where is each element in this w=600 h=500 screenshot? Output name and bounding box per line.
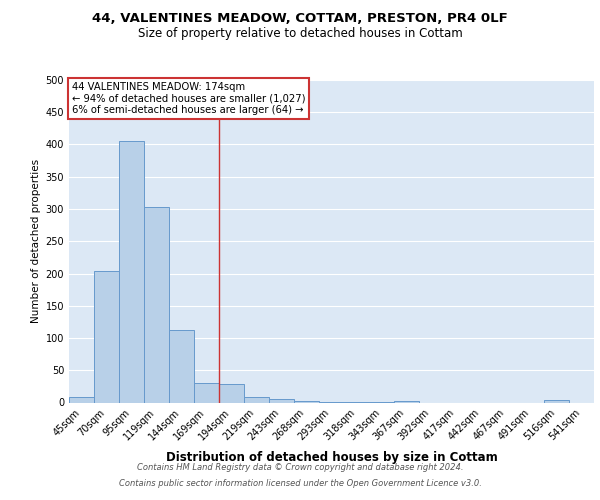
- Bar: [194, 383, 219, 402]
- Text: Size of property relative to detached houses in Cottam: Size of property relative to detached ho…: [137, 28, 463, 40]
- Text: 44 VALENTINES MEADOW: 174sqm
← 94% of detached houses are smaller (1,027)
6% of : 44 VALENTINES MEADOW: 174sqm ← 94% of de…: [71, 82, 305, 115]
- Text: Contains public sector information licensed under the Open Government Licence v3: Contains public sector information licen…: [119, 478, 481, 488]
- Bar: [69, 398, 94, 402]
- Bar: [169, 330, 194, 402]
- Bar: [269, 400, 294, 402]
- Bar: [94, 271, 119, 402]
- Bar: [219, 384, 244, 402]
- Bar: [119, 142, 144, 402]
- Y-axis label: Number of detached properties: Number of detached properties: [31, 159, 41, 324]
- Bar: [144, 207, 169, 402]
- Text: Contains HM Land Registry data © Crown copyright and database right 2024.: Contains HM Land Registry data © Crown c…: [137, 464, 463, 472]
- Bar: [244, 396, 269, 402]
- Bar: [394, 400, 419, 402]
- X-axis label: Distribution of detached houses by size in Cottam: Distribution of detached houses by size …: [166, 450, 497, 464]
- Bar: [544, 400, 569, 402]
- Bar: [294, 401, 319, 402]
- Text: 44, VALENTINES MEADOW, COTTAM, PRESTON, PR4 0LF: 44, VALENTINES MEADOW, COTTAM, PRESTON, …: [92, 12, 508, 26]
